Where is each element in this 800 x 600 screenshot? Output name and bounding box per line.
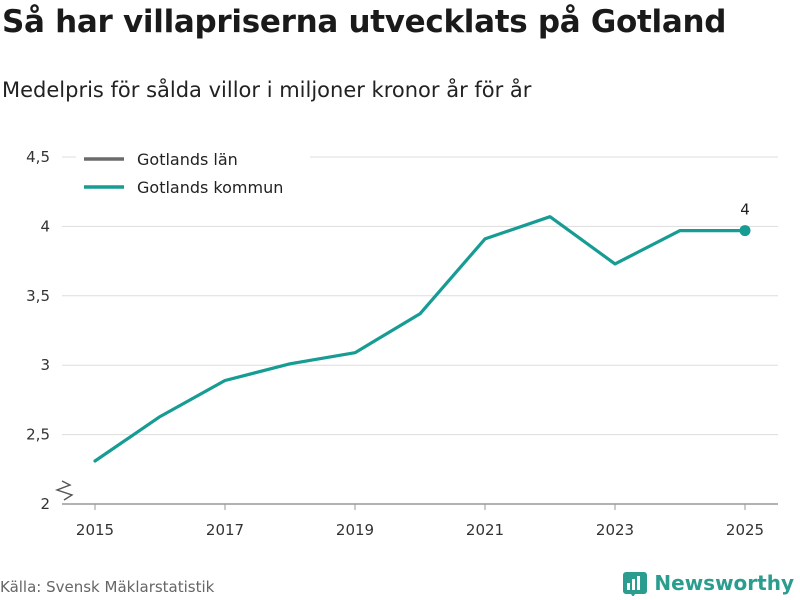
newsworthy-logo-icon [623, 572, 648, 596]
x-tick-label: 2015 [76, 521, 114, 539]
y-tick-label: 2 [40, 495, 50, 513]
grid-lines [54, 156, 778, 505]
x-tick-label: 2023 [596, 521, 634, 539]
source-note: Källa: Svensk Mäklarstatistik [0, 578, 215, 596]
legend-background [76, 146, 310, 204]
y-tick-label: 3 [40, 356, 50, 374]
x-tick-label: 2019 [336, 521, 374, 539]
chart-subtitle: Medelpris för sålda villor i miljoner kr… [2, 78, 532, 102]
axis-break-icon [54, 480, 74, 501]
series-line-kommun [93, 215, 747, 463]
series-lines: 4 [93, 201, 751, 463]
legend-label: Gotlands län [137, 150, 238, 169]
y-axis-ticks: 2 2,5 3 3,5 4 4,5 [26, 148, 50, 513]
y-tick-label: 3,5 [26, 287, 50, 305]
x-tick-label: 2021 [466, 521, 504, 539]
brand-name: Newsworthy [654, 571, 794, 595]
y-tick-label: 2,5 [26, 426, 50, 444]
brand-logo: Newsworthy [622, 570, 794, 596]
y-tick-label: 4 [40, 217, 50, 235]
end-value-label: 4 [740, 201, 750, 219]
x-axis-ticks: 2015 2017 2019 2021 2023 2025 [76, 504, 764, 539]
y-tick-label: 4,5 [26, 148, 50, 166]
end-point-marker [739, 225, 751, 237]
legend: Gotlands län Gotlands kommun [76, 146, 310, 204]
chart-title: Så har villapriserna utvecklats på Gotla… [2, 4, 727, 40]
x-tick-label: 2017 [206, 521, 244, 539]
x-tick-label: 2025 [726, 521, 764, 539]
legend-label: Gotlands kommun [137, 178, 283, 197]
